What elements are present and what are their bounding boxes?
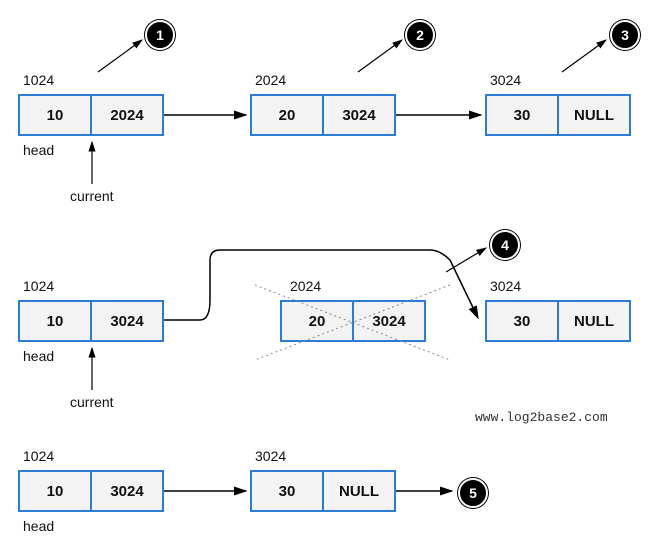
node-1-3: 30 NULL [485,94,631,136]
addr-label: 3024 [490,278,521,294]
next-cell: 3024 [354,302,424,340]
addr-label: 3024 [255,448,286,464]
addr-label: 1024 [23,278,54,294]
data-cell: 10 [20,302,92,340]
head-label: head [23,348,54,364]
data-cell: 10 [20,96,92,134]
next-cell: 3024 [92,302,162,340]
data-cell: 30 [487,302,559,340]
data-cell: 10 [20,472,92,510]
data-cell: 20 [282,302,354,340]
current-label: current [70,188,114,204]
next-cell: 3024 [92,472,162,510]
head-label: head [23,518,54,534]
head-label: head [23,142,54,158]
step-badge-4: 4 [490,230,520,260]
node-1-1: 10 2024 [18,94,164,136]
step-badge-3: 3 [610,20,640,50]
step-badge-5: 5 [458,478,488,508]
node-2-2-deleted: 20 3024 [280,300,426,342]
data-cell: 30 [487,96,559,134]
step-badge-1: 1 [145,20,175,50]
addr-label: 1024 [23,448,54,464]
node-1-2: 20 3024 [250,94,396,136]
node-3-2: 30 NULL [250,470,396,512]
addr-label: 3024 [490,72,521,88]
step-badge-2: 2 [405,20,435,50]
next-cell: NULL [559,96,629,134]
addr-label: 1024 [23,72,54,88]
node-3-1: 10 3024 [18,470,164,512]
next-cell: NULL [324,472,394,510]
linked-list-diagram: 1024 10 2024 head current 2024 20 3024 3… [0,0,667,537]
next-cell: 3024 [324,96,394,134]
data-cell: 20 [252,96,324,134]
node-2-1: 10 3024 [18,300,164,342]
arrows-svg [0,0,667,537]
next-cell: NULL [559,302,629,340]
data-cell: 30 [252,472,324,510]
addr-label: 2024 [255,72,286,88]
current-label: current [70,394,114,410]
addr-label: 2024 [290,278,321,294]
credit-text: www.log2base2.com [475,410,608,425]
node-2-3: 30 NULL [485,300,631,342]
next-cell: 2024 [92,96,162,134]
